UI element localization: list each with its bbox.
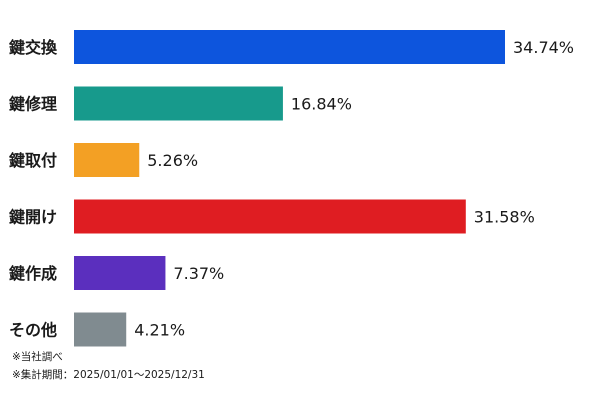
value-label: 4.21% [134, 321, 185, 340]
category-label: その他 [9, 321, 57, 340]
value-label: 31.58% [474, 208, 535, 227]
value-label: 16.84% [291, 95, 352, 114]
bar [74, 86, 283, 121]
value-label: 7.37% [173, 264, 224, 283]
bar [74, 312, 127, 347]
footnotes: ※当社調べ ※集計期間：2025/01/01～2025/12/31 [12, 348, 205, 384]
category-label: 鍵取付 [9, 151, 57, 170]
category-label: 鍵交換 [9, 38, 58, 57]
note-source: ※当社調べ [12, 351, 63, 363]
value-label: 5.26% [147, 151, 198, 170]
bar [74, 199, 466, 234]
bar [74, 256, 166, 290]
note-period: ※集計期間：2025/01/01～2025/12/31 [12, 369, 205, 381]
category-label: 鍵修理 [9, 95, 57, 114]
category-label: 鍵開け [9, 208, 57, 227]
bar [74, 30, 505, 64]
bar [74, 143, 140, 177]
value-label: 34.74% [513, 38, 574, 57]
category-label: 鍵作成 [9, 264, 57, 283]
